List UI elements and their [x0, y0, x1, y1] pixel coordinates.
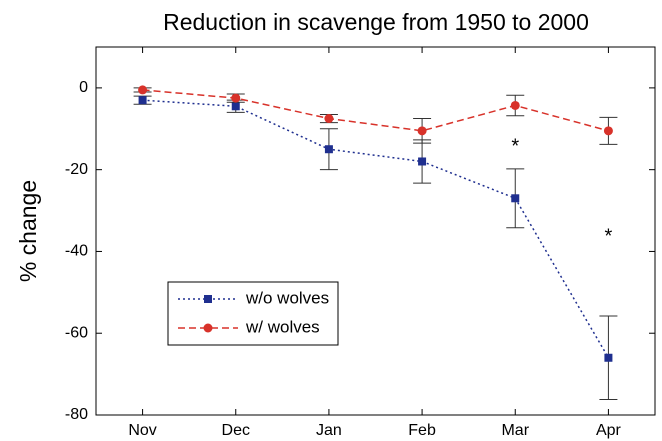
series-line — [142, 89, 609, 132]
marker — [204, 295, 212, 303]
y-tick-label: -20 — [65, 161, 88, 178]
marker — [417, 126, 427, 136]
marker — [603, 126, 613, 136]
x-tick-label: Apr — [596, 422, 622, 439]
y-tick-label: -80 — [65, 406, 88, 423]
legend-label: w/ wolves — [245, 317, 320, 336]
y-tick-label: -60 — [65, 324, 88, 341]
x-tick-label: Feb — [408, 422, 436, 439]
marker — [203, 323, 213, 333]
series-line — [142, 99, 610, 359]
chart-title: Reduction in scavenge from 1950 to 2000 — [163, 9, 589, 35]
plot-frame — [95, 46, 656, 416]
x-tick-label: Dec — [222, 422, 250, 439]
annotation: * — [511, 135, 519, 157]
legend-box — [167, 281, 339, 346]
marker — [231, 102, 240, 111]
marker — [510, 100, 520, 110]
marker — [511, 194, 520, 203]
x-tick-label: Mar — [501, 422, 529, 439]
marker — [138, 96, 147, 105]
marker — [231, 93, 241, 103]
marker — [324, 114, 334, 124]
marker — [604, 353, 613, 362]
x-tick-label: Jan — [316, 422, 342, 439]
x-tick-label: Nov — [128, 422, 156, 439]
y-tick-label: 0 — [79, 79, 88, 96]
y-tick-label: -40 — [65, 243, 88, 260]
marker — [324, 145, 333, 154]
marker — [418, 157, 427, 166]
legend-label: w/o wolves — [245, 288, 329, 307]
y-axis-label: % change — [15, 180, 41, 282]
annotation: * — [605, 225, 613, 247]
marker — [138, 85, 148, 95]
